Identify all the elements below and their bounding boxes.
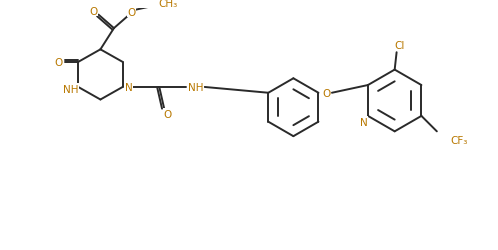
Text: O: O <box>164 110 172 120</box>
Text: N: N <box>124 83 132 92</box>
Text: O: O <box>90 7 98 17</box>
Text: O: O <box>322 88 330 98</box>
Text: N: N <box>360 117 368 127</box>
Text: O: O <box>127 8 135 18</box>
Text: NH: NH <box>188 83 204 92</box>
Text: Cl: Cl <box>394 40 405 50</box>
Text: CH₃: CH₃ <box>158 0 178 9</box>
Text: O: O <box>55 58 63 68</box>
Text: CF₃: CF₃ <box>450 136 468 145</box>
Text: NH: NH <box>63 84 78 94</box>
